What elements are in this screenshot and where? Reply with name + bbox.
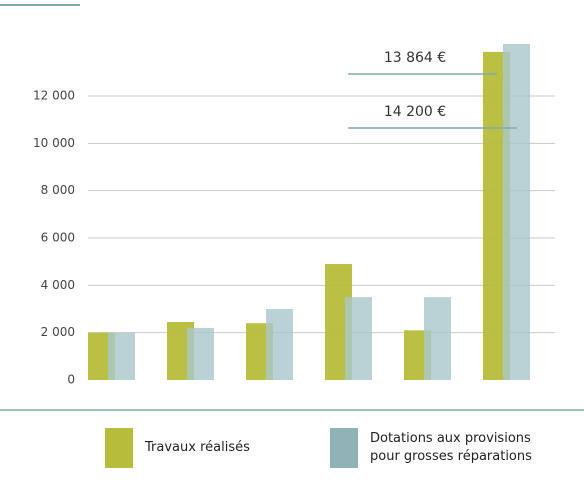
legend-item: Travaux réalisés: [105, 428, 250, 468]
bar: [345, 297, 372, 380]
y-tick-label: 0: [67, 373, 75, 387]
bar: [108, 332, 135, 380]
bar: [503, 43, 530, 380]
bar: [266, 309, 293, 380]
legend-swatch: [330, 428, 358, 468]
legend-label: Travaux réalisés: [145, 440, 250, 455]
legend-swatch: [105, 428, 133, 468]
bar: [187, 327, 214, 380]
value-label: 14 200 €: [384, 104, 446, 120]
bar: [424, 297, 451, 380]
legend-item: Dotations aux provisions pour grosses ré…: [330, 428, 560, 468]
value-label: 13 864 €: [384, 50, 446, 66]
y-tick-label: 12 000: [33, 89, 75, 103]
y-tick-label: 8 000: [41, 183, 75, 197]
y-tick-label: 4 000: [41, 278, 75, 292]
legend-label: Dotations aux provisions pour grosses ré…: [370, 431, 532, 464]
y-tick-label: 2 000: [41, 325, 75, 339]
y-tick-label: 10 000: [33, 136, 75, 150]
y-tick-label: 6 000: [41, 231, 75, 245]
